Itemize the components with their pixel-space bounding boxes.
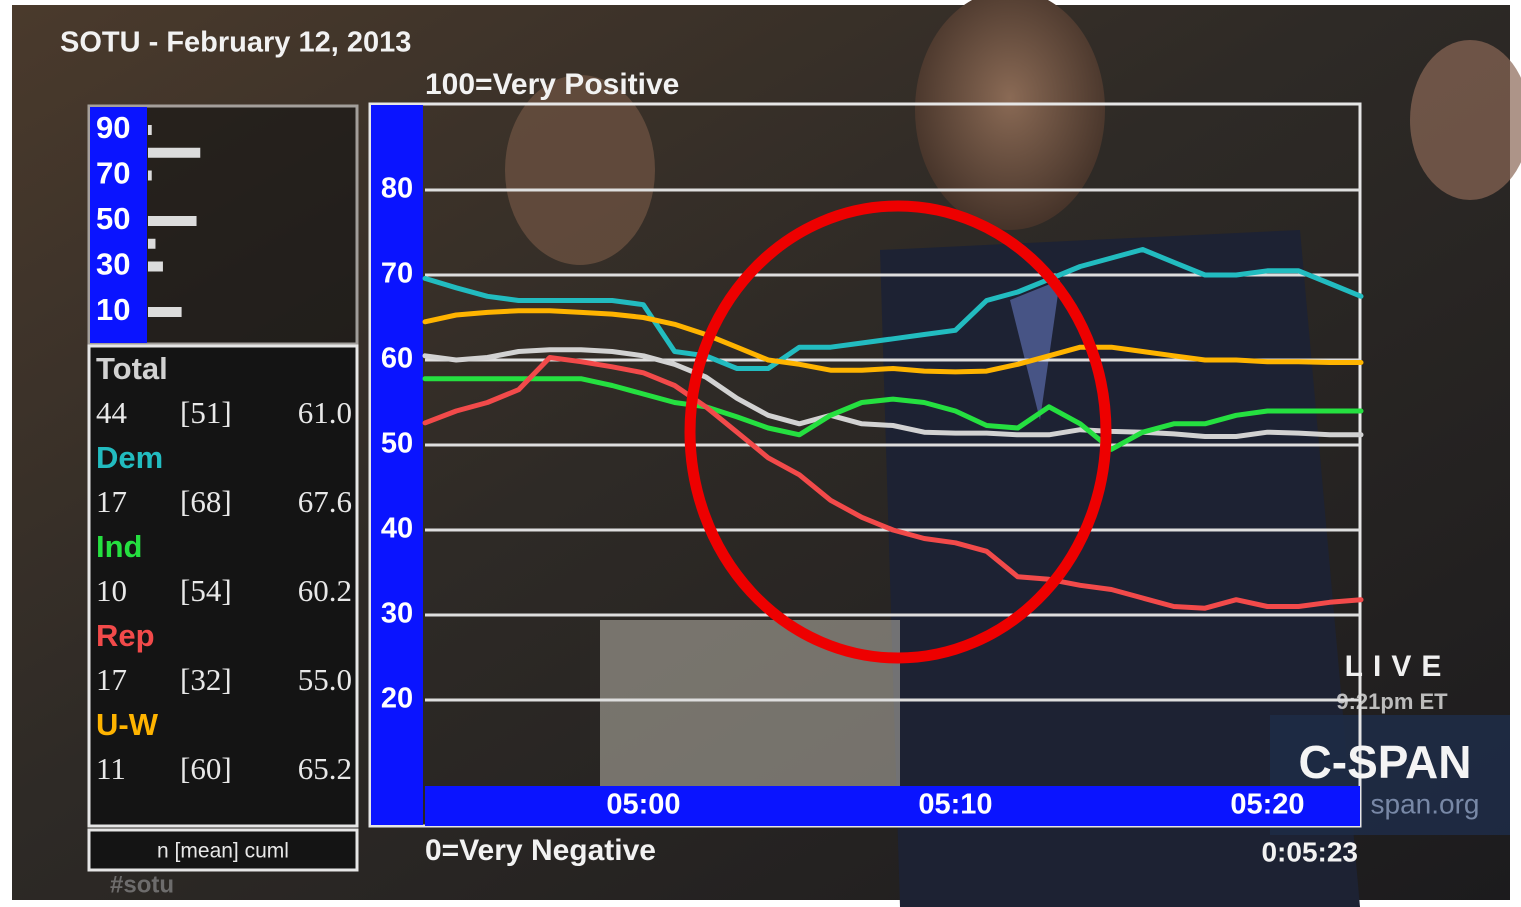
table-cell: 17 <box>96 484 127 519</box>
table-cell: [60] <box>180 751 232 786</box>
y-tick-label: 70 <box>381 258 413 290</box>
scale-bottom-note: 0=Very Negative <box>425 834 656 867</box>
y-axis-band <box>371 105 423 825</box>
y-tick-label: 90 <box>96 110 130 145</box>
table-cell: 65.2 <box>298 751 352 786</box>
page: { "chart_data": [ { "type": "line", "tit… <box>0 0 1521 907</box>
table-cell: 17 <box>96 662 127 697</box>
legend-entry: Dem <box>96 440 163 475</box>
x-tick-label: 05:10 <box>918 789 992 821</box>
table-footer: n [mean] cuml <box>157 840 289 863</box>
histogram-bar <box>148 171 152 181</box>
elapsed-clock: 0:05:23 <box>1261 836 1358 867</box>
x-axis-band <box>425 786 1360 826</box>
table-cell: [51] <box>180 395 232 430</box>
histogram-bar <box>148 216 197 226</box>
y-tick-label: 30 <box>96 247 130 282</box>
y-tick-label: 30 <box>381 598 413 630</box>
table-cell: 11 <box>96 751 126 786</box>
y-tick-label: 60 <box>381 343 413 375</box>
y-tick-label: 20 <box>381 683 413 715</box>
network-site: span.org <box>1371 788 1480 819</box>
y-tick-label: 80 <box>381 173 413 205</box>
y-tick-label: 40 <box>381 513 413 545</box>
screen: SOTU - February 12, 2013 100=Very Positi… <box>0 0 1521 907</box>
x-tick-label: 05:20 <box>1230 789 1304 821</box>
legend-entry: Total <box>96 351 168 386</box>
table-cell: [54] <box>180 573 232 608</box>
legend-entry: Ind <box>96 529 143 564</box>
table-cell: 60.2 <box>298 573 352 608</box>
speaker-face <box>915 0 1105 230</box>
y-tick-label: 70 <box>96 156 130 191</box>
x-tick-label: 05:00 <box>606 789 680 821</box>
hashtag: #sotu <box>110 871 174 898</box>
histogram-bar <box>148 239 155 249</box>
y-tick-label: 50 <box>381 428 413 460</box>
scale-top-note: 100=Very Positive <box>425 68 679 101</box>
histogram-bar <box>148 125 152 135</box>
histogram-bar <box>148 148 200 158</box>
table-cell: 44 <box>96 395 128 430</box>
table-cell: [68] <box>180 484 232 519</box>
histogram-bar <box>148 262 163 272</box>
histogram-bar <box>148 307 182 317</box>
podium <box>600 620 900 800</box>
y-tick-label: 50 <box>96 201 130 236</box>
chart-title: SOTU - February 12, 2013 <box>60 27 411 59</box>
legend-entry: U-W <box>96 707 159 742</box>
table-cell: 10 <box>96 573 127 608</box>
live-badge: LIVE <box>1345 650 1452 683</box>
table-cell: 67.6 <box>298 484 352 519</box>
table-cell: 61.0 <box>298 395 352 430</box>
network-logo: C-SPAN <box>1299 736 1472 788</box>
table-cell: [32] <box>180 662 232 697</box>
legend-entry: Rep <box>96 618 155 653</box>
y-tick-label: 10 <box>96 292 130 327</box>
table-cell: 55.0 <box>298 662 352 697</box>
